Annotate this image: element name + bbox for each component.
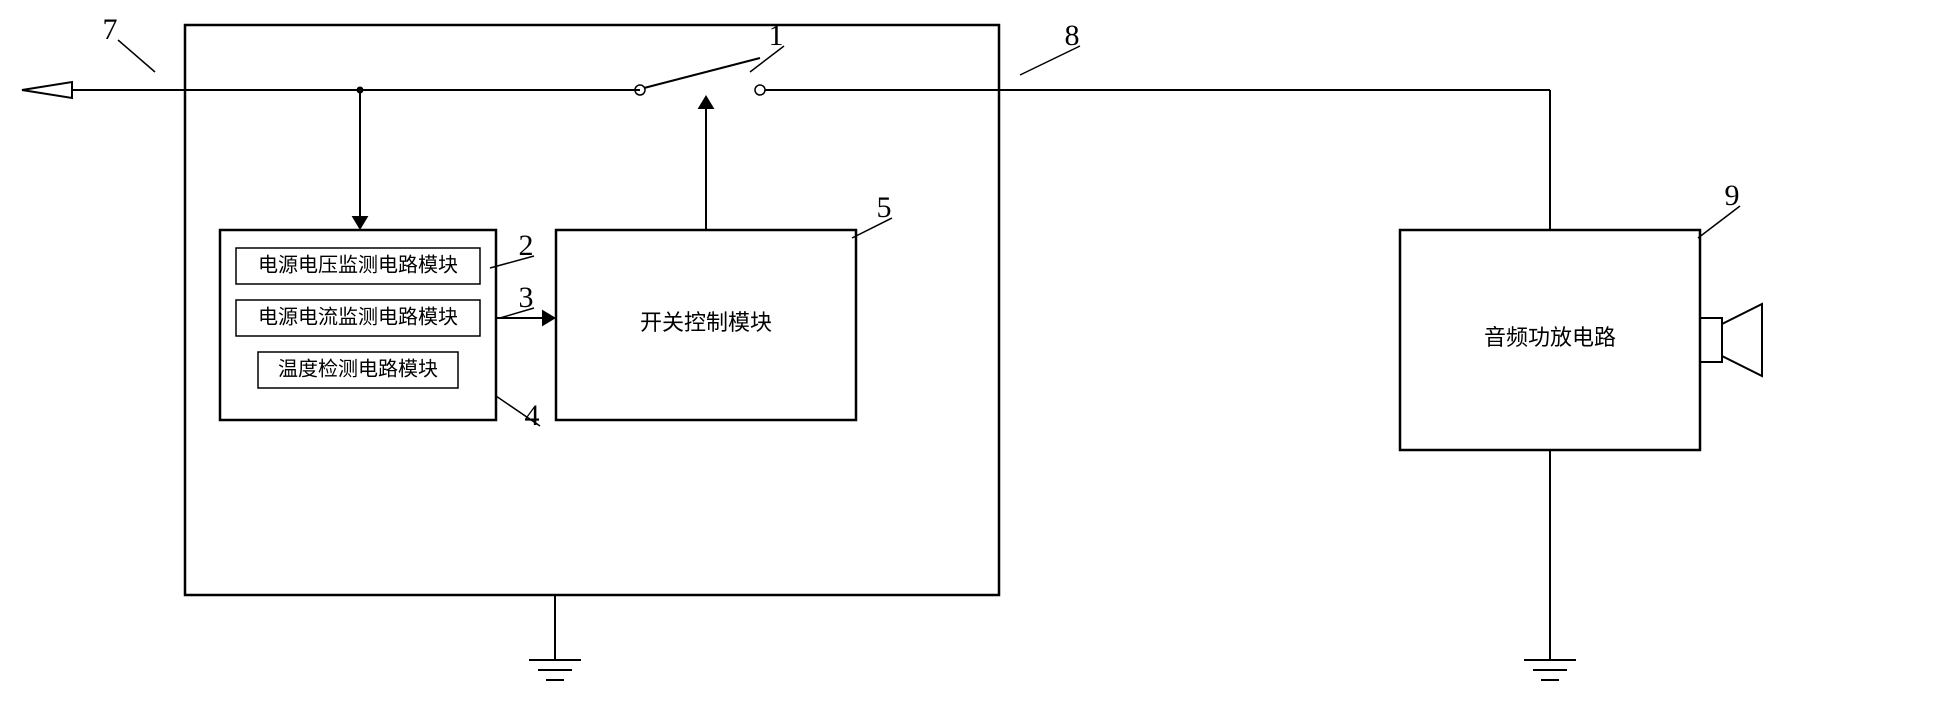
current-module-label: 电源电流监测电路模块: [258, 306, 458, 329]
speaker-cone: [1722, 304, 1762, 376]
callout-3: 3: [519, 281, 534, 314]
callout-5: 5: [877, 191, 892, 224]
callout-1: 1: [769, 19, 784, 52]
callout-9: 9: [1725, 179, 1740, 212]
switch-control-label: 开关控制模块: [640, 310, 772, 335]
switch-arm: [644, 58, 760, 88]
callout-2: 2: [519, 229, 534, 262]
switch-right-contact: [755, 85, 765, 95]
input-connector: [22, 82, 72, 98]
audio-amp-label: 音频功放电路: [1484, 325, 1616, 350]
callout-4: 4: [525, 399, 540, 432]
callout-7: 7: [103, 13, 118, 46]
speaker-body: [1700, 318, 1722, 362]
voltage-module-label: 电源电压监测电路模块: [258, 254, 458, 277]
callout-8: 8: [1065, 19, 1080, 52]
temp-module-label: 温度检测电路模块: [278, 358, 438, 381]
